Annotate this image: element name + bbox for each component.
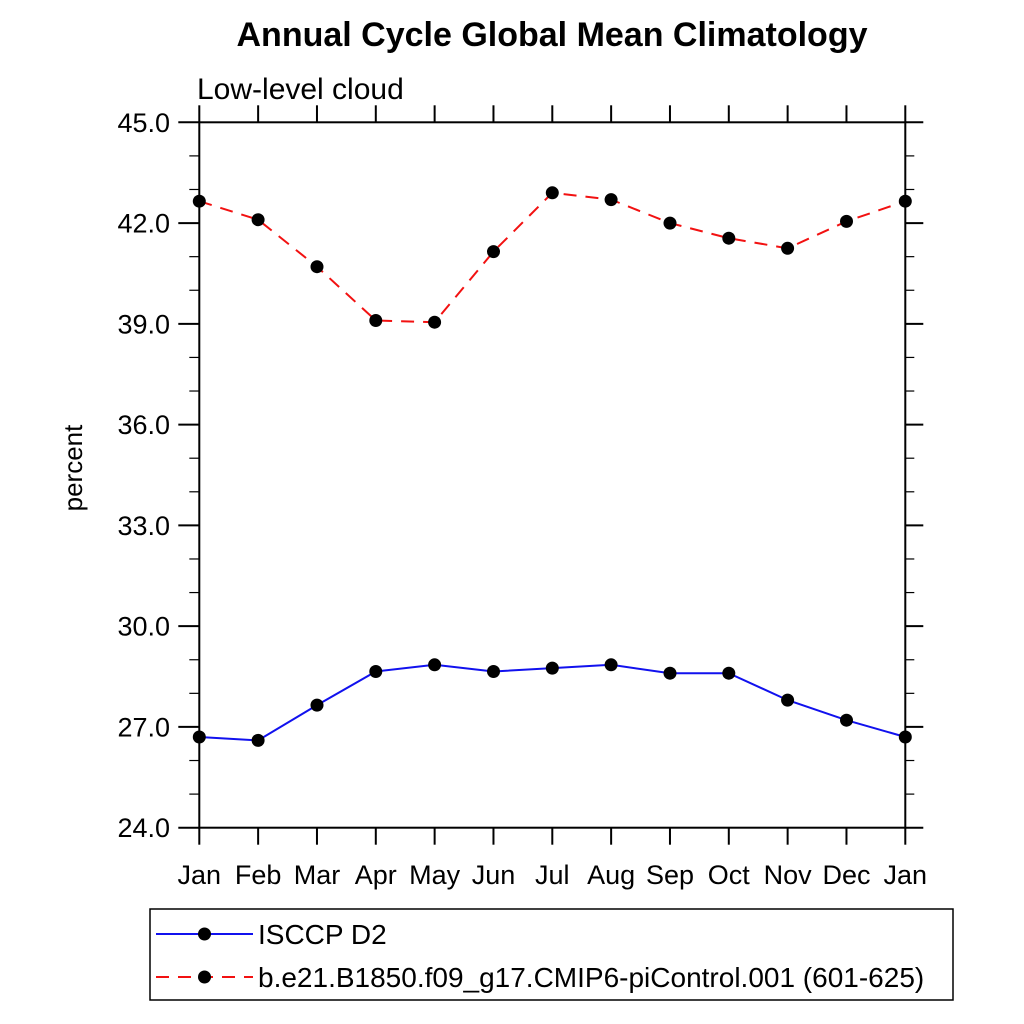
data-point-marker — [663, 666, 677, 680]
plot-frame — [198, 121, 907, 829]
x-tick-label: Jul — [535, 860, 570, 890]
data-point-marker — [722, 231, 736, 245]
chart-subtitle: Low-level cloud — [197, 73, 404, 106]
y-tick-label: 33.0 — [117, 511, 170, 541]
data-point-marker — [310, 698, 324, 712]
data-point-marker — [369, 314, 383, 327]
data-point-marker — [840, 713, 853, 727]
data-point-marker — [604, 658, 618, 672]
legend-box — [149, 908, 954, 1001]
x-tick-label: Feb — [235, 860, 282, 890]
x-tick-label: Jun — [472, 860, 516, 890]
data-point-marker — [310, 260, 324, 274]
legend-label: ISCCP D2 — [258, 919, 387, 950]
axis-tick-labels: 24.0 27.0 30.0 33.0 36.0 39.0 42.0 45.0 Jan Feb Ma… — [117, 108, 927, 890]
data-point-marker — [192, 730, 206, 744]
y-tick-label: 24.0 — [117, 813, 170, 843]
y-tick-label: 39.0 — [117, 309, 170, 339]
data-point-marker — [781, 693, 795, 707]
legend: ISCCP D2 b.e21.B1850.f09_g17.CMIP6-piCont… — [149, 908, 954, 1001]
x-tick-label: Dec — [822, 860, 870, 890]
x-tick-label: Sep — [646, 860, 694, 890]
legend-marker — [198, 970, 211, 984]
data-point-marker — [545, 186, 559, 200]
legend-marker — [198, 927, 211, 941]
data-point-marker — [192, 194, 206, 208]
y-tick-label: 36.0 — [117, 410, 170, 440]
data-series — [192, 186, 912, 747]
y-tick-label: 42.0 — [117, 209, 170, 239]
data-point-marker — [251, 213, 265, 227]
data-point-marker — [545, 661, 559, 675]
series-line — [199, 663, 906, 742]
x-tick-label: Oct — [708, 860, 751, 890]
data-point-marker — [251, 733, 265, 747]
data-point-marker — [369, 665, 383, 678]
y-axis-title: percent — [58, 424, 88, 511]
data-point-marker — [898, 194, 912, 208]
data-point-marker — [781, 241, 795, 255]
x-tick-label: Jan — [884, 860, 928, 890]
y-tick-label: 45.0 — [117, 108, 170, 138]
data-point-marker — [487, 665, 500, 678]
chart-title: Annual Cycle Global Mean Climatology — [237, 16, 868, 54]
x-tick-label: May — [409, 860, 461, 890]
data-point-marker — [840, 214, 853, 228]
y-tick-label: 30.0 — [117, 612, 170, 642]
x-tick-label: Mar — [294, 860, 341, 890]
axis-ticks — [178, 105, 924, 845]
data-point-marker — [487, 245, 500, 259]
plot-frame-rect — [198, 121, 907, 829]
series-line — [198, 191, 906, 324]
data-point-marker — [428, 315, 442, 329]
x-tick-label: Apr — [355, 860, 397, 890]
data-point-marker — [604, 193, 618, 207]
y-tick-label: 27.0 — [117, 712, 170, 742]
x-tick-label: Nov — [764, 860, 813, 890]
x-tick-label: Aug — [587, 860, 635, 890]
legend-label: b.e21.B1850.f09_g17.CMIP6-piControl.001 … — [258, 962, 924, 993]
data-point-marker — [428, 658, 442, 672]
x-tick-label: Jan — [178, 860, 222, 890]
data-point-marker — [722, 666, 736, 680]
data-point-marker — [663, 216, 677, 230]
data-point-marker — [898, 730, 912, 744]
